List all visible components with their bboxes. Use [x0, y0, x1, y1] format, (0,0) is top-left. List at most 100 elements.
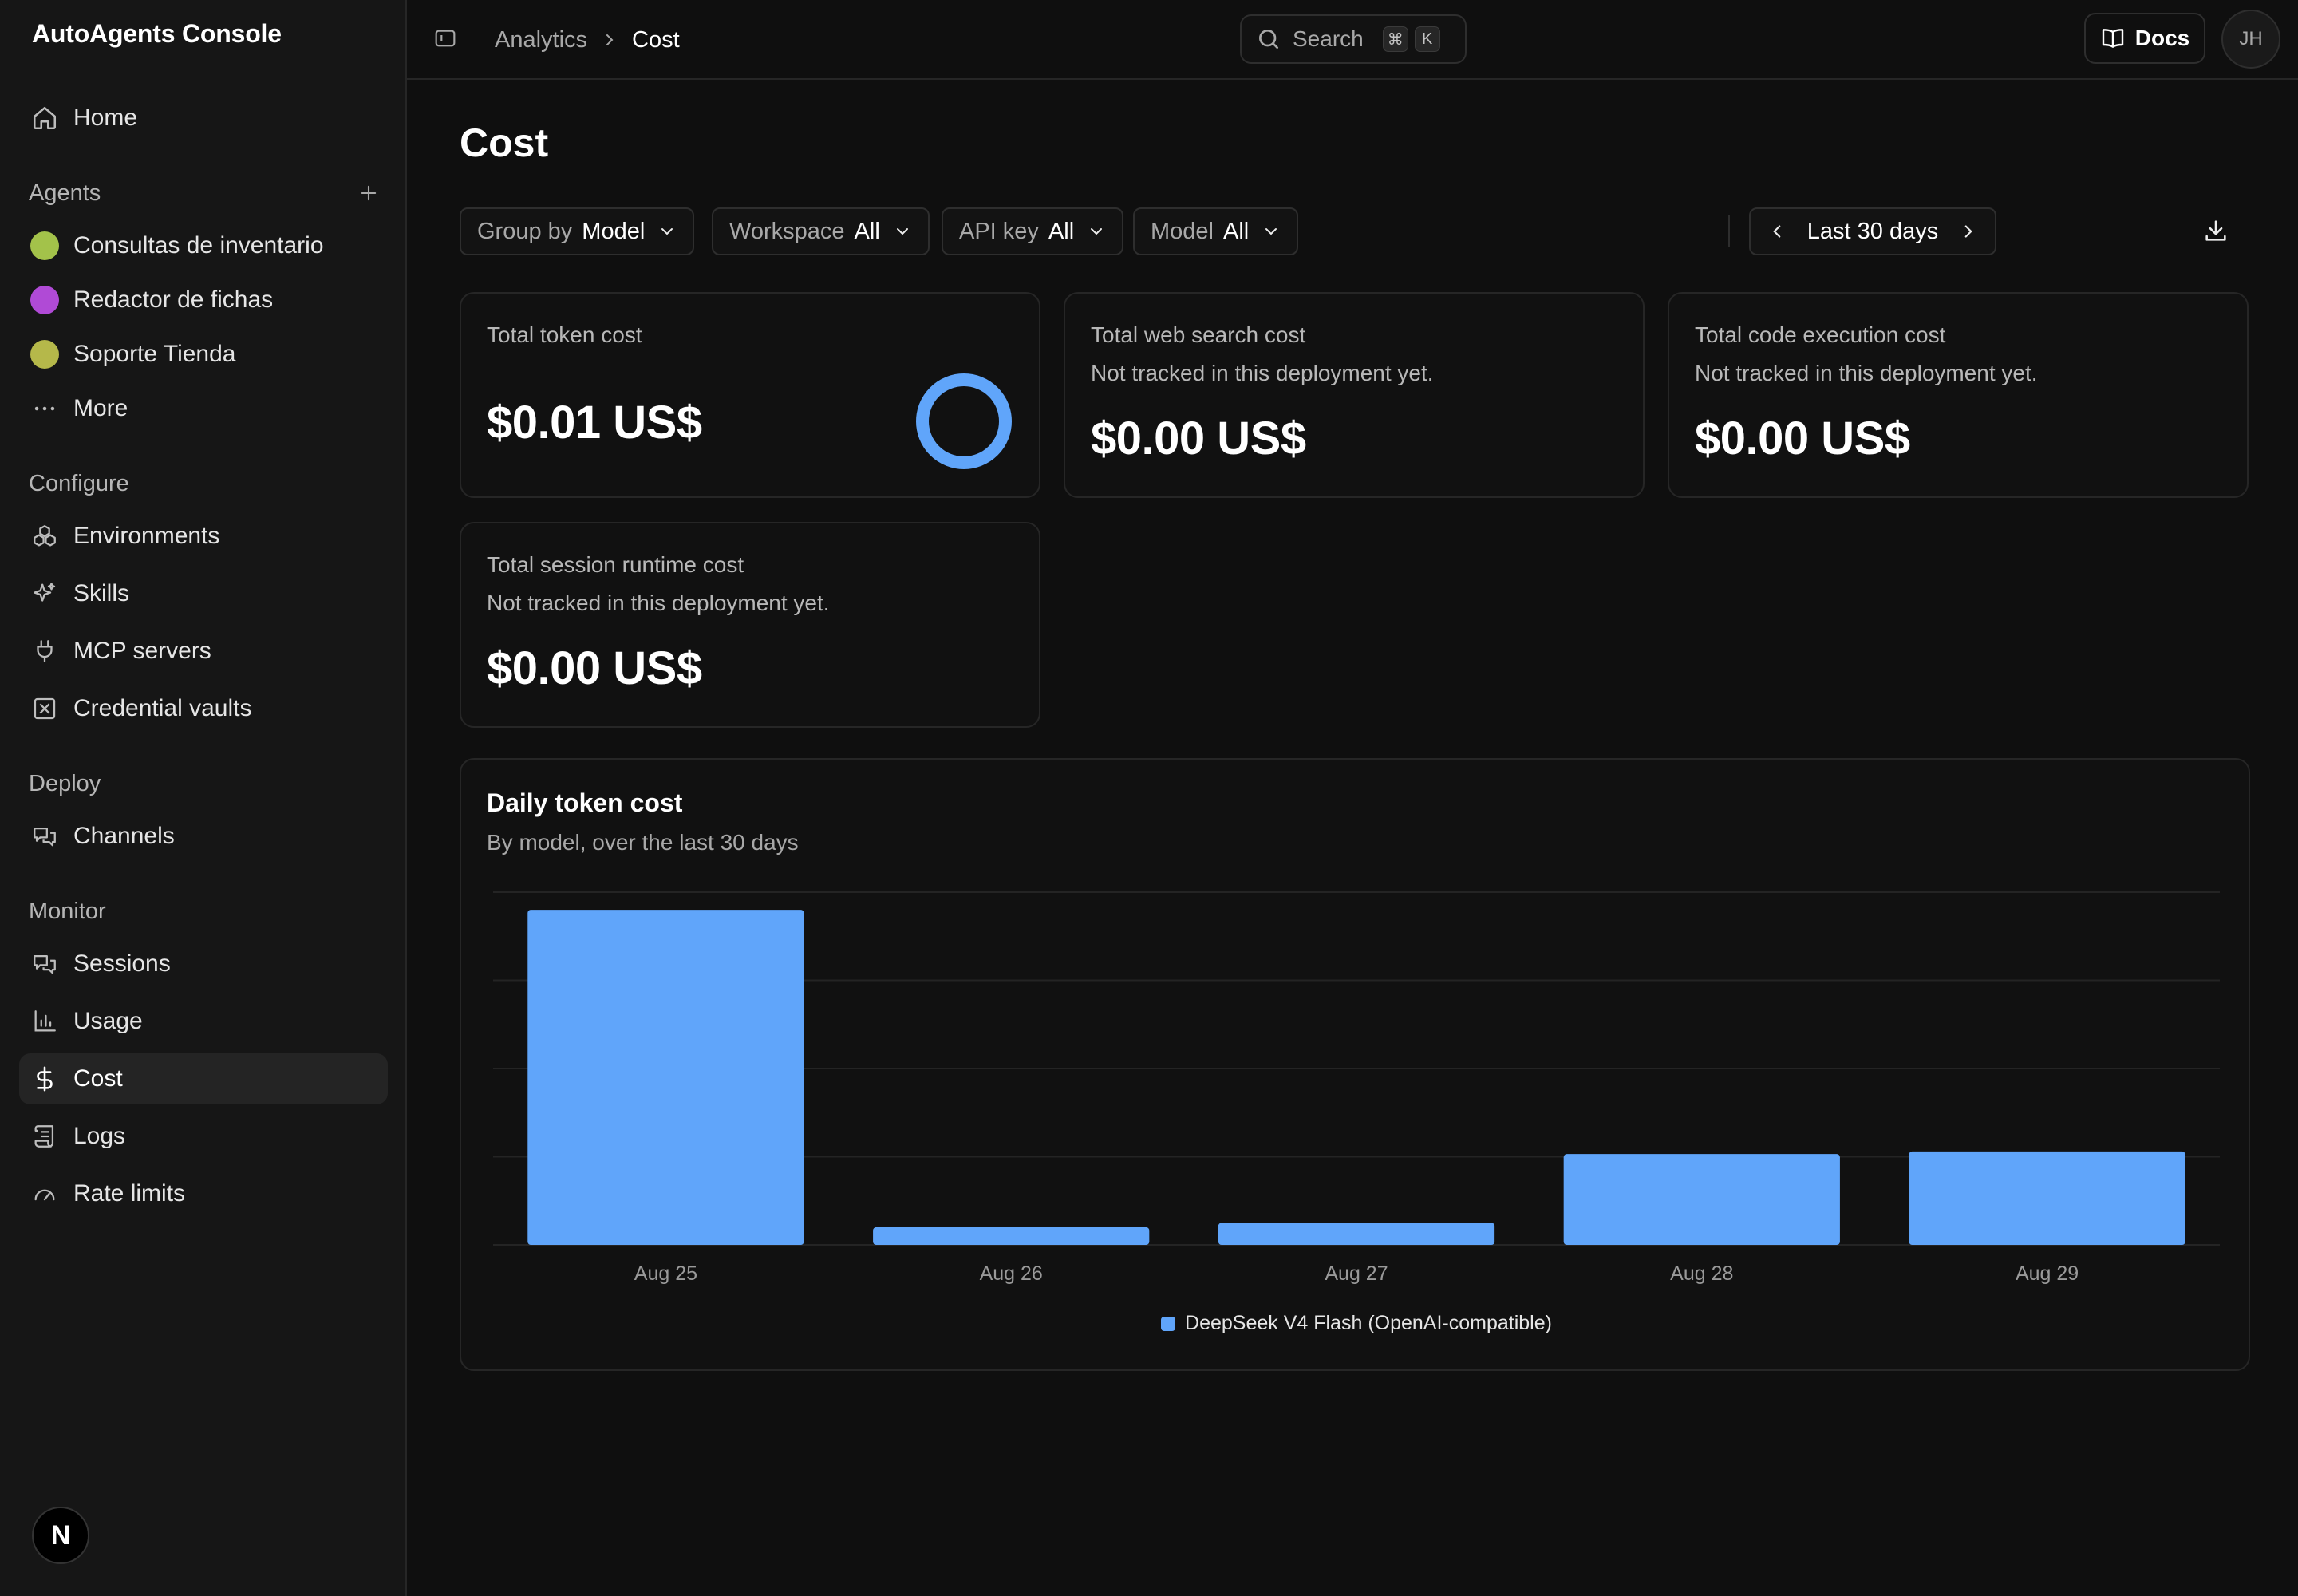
panel-icon	[435, 30, 456, 47]
sidebar-item-label: Soporte Tienda	[73, 341, 236, 367]
home-icon	[30, 104, 59, 132]
filter-api-key[interactable]: API key All	[942, 207, 1124, 255]
export-button[interactable]	[2202, 217, 2231, 246]
sidebar-toggle-button[interactable]	[432, 26, 461, 54]
x-tick-label: Aug 26	[980, 1262, 1043, 1285]
filter-bar: Group by Model Workspace All API key All…	[460, 207, 2271, 255]
filter-workspace[interactable]: Workspace All	[712, 207, 930, 255]
bar[interactable]	[527, 910, 804, 1245]
sidebar-item-environments[interactable]: Environments	[19, 511, 388, 562]
filter-value: All	[1223, 218, 1250, 244]
section-label-agents: Agents	[29, 180, 101, 206]
kbd-key: K	[1414, 26, 1440, 52]
sidebar-item-credential-vaults[interactable]: Credential vaults	[19, 683, 388, 734]
sidebar-item-label: Credential vaults	[73, 695, 252, 721]
user-avatar[interactable]: JH	[2221, 10, 2280, 69]
vault-icon	[30, 694, 59, 723]
stat-card-session-runtime-cost: Total session runtime cost Not tracked i…	[460, 522, 1040, 728]
card-value: $0.01 US$	[487, 397, 702, 448]
bar[interactable]	[873, 1227, 1150, 1245]
card-title: Total code execution cost	[1695, 322, 1946, 347]
card-note: Not tracked in this deployment yet.	[1091, 361, 1434, 385]
date-range-label[interactable]: Last 30 days	[1806, 218, 1939, 244]
filter-label: API key	[959, 218, 1039, 244]
breadcrumb-parent[interactable]: Analytics	[495, 26, 588, 53]
sidebar-item-label: Consultas de inventario	[73, 232, 324, 259]
sidebar-item-channels[interactable]: Channels	[19, 811, 388, 862]
filter-label: Workspace	[729, 218, 845, 244]
x-tick-label: Aug 25	[634, 1262, 697, 1285]
sidebar-item-home[interactable]: Home	[19, 93, 388, 144]
chat-bubbles-icon	[30, 950, 59, 978]
card-value: $0.00 US$	[487, 642, 702, 694]
stat-card-code-execution-cost: Total code execution cost Not tracked in…	[1668, 292, 2249, 498]
gauge-icon	[30, 1179, 59, 1208]
filter-group-by[interactable]: Group by Model	[460, 207, 695, 255]
agent-avatar-dot	[30, 231, 59, 260]
dollar-icon	[30, 1065, 59, 1093]
topbar: Analytics Cost Search ⌘ K Docs JH	[407, 0, 2298, 80]
chart-title: Daily token cost	[487, 788, 683, 817]
legend-label: DeepSeek V4 Flash (OpenAI-compatible)	[1185, 1312, 1552, 1334]
agent-avatar-dot	[30, 340, 59, 369]
more-dots-icon	[30, 394, 59, 423]
section-label-deploy: Deploy	[29, 771, 101, 796]
shortcut-hint: ⌘ K	[1382, 26, 1440, 52]
chart-legend: DeepSeek V4 Flash (OpenAI-compatible)	[461, 1312, 2252, 1335]
card-title: Total web search cost	[1091, 322, 1306, 347]
card-note: Not tracked in this deployment yet.	[487, 591, 830, 615]
dev-tools-badge[interactable]: N	[32, 1507, 89, 1564]
previous-period-button[interactable]	[1765, 219, 1789, 243]
date-range-picker: Last 30 days	[1749, 207, 1996, 255]
sidebar-item-label: Cost	[73, 1065, 123, 1092]
x-tick-label: Aug 29	[2016, 1262, 2079, 1285]
chevron-down-icon	[1265, 228, 1277, 235]
bar[interactable]	[1563, 1154, 1840, 1245]
sidebar-item-sessions[interactable]: Sessions	[19, 938, 388, 990]
sidebar-item-agent[interactable]: Soporte Tienda	[19, 329, 388, 380]
sidebar-item-label: Skills	[73, 580, 130, 606]
section-label-configure: Configure	[29, 471, 129, 496]
chevron-down-icon	[661, 228, 673, 235]
stat-card-web-search-cost: Total web search cost Not tracked in thi…	[1064, 292, 1645, 498]
sidebar-item-agent[interactable]: Consultas de inventario	[19, 220, 388, 271]
card-title: Total session runtime cost	[487, 552, 744, 577]
sidebar-item-label: Redactor de fichas	[73, 286, 274, 313]
filter-value: All	[854, 218, 880, 244]
sidebar-item-logs[interactable]: Logs	[19, 1111, 388, 1162]
bar[interactable]	[1909, 1151, 2185, 1245]
filter-model[interactable]: Model All	[1133, 207, 1299, 255]
plug-icon	[30, 637, 59, 666]
sidebar-item-label: Logs	[73, 1123, 126, 1149]
sidebar-item-usage[interactable]: Usage	[19, 996, 388, 1047]
x-tick-label: Aug 28	[1670, 1262, 1733, 1285]
sidebar-item-label: Sessions	[73, 950, 171, 977]
page-title: Cost	[460, 120, 549, 165]
chevron-down-icon	[1091, 228, 1103, 235]
chart-subtitle: By model, over the last 30 days	[487, 830, 799, 855]
sidebar-item-agent[interactable]: Redactor de fichas	[19, 275, 388, 326]
bar-chart: Aug 25 Aug 26 Aug 27 Aug 28 Aug 29	[493, 891, 2220, 1285]
card-value: $0.00 US$	[1695, 413, 1910, 464]
docs-button[interactable]: Docs	[2084, 13, 2205, 64]
sidebar-item-rate-limits[interactable]: Rate limits	[19, 1168, 388, 1219]
filter-label: Group by	[477, 218, 573, 244]
stat-card-token-cost: Total token cost $0.01 US$	[460, 292, 1040, 498]
chevron-right-icon	[606, 34, 614, 45]
sidebar-item-label: Channels	[73, 823, 175, 849]
main-content: Analytics Cost Search ⌘ K Docs JH Cost	[407, 0, 2298, 1596]
bar[interactable]	[1218, 1223, 1495, 1245]
sidebar-item-more[interactable]: More	[19, 383, 388, 434]
sidebar-item-mcp-servers[interactable]: MCP servers	[19, 626, 388, 677]
donut-ring-icon	[916, 373, 1012, 469]
section-label-monitor: Monitor	[29, 899, 106, 924]
kbd-key: ⌘	[1382, 26, 1408, 52]
chevron-left-icon	[1773, 225, 1781, 238]
add-agent-button[interactable]	[354, 179, 383, 207]
chevron-down-icon	[896, 228, 908, 235]
sidebar-item-skills[interactable]: Skills	[19, 568, 388, 619]
sidebar-item-cost[interactable]: Cost	[19, 1053, 388, 1104]
breadcrumb-current: Cost	[632, 26, 680, 53]
next-period-button[interactable]	[1956, 219, 1980, 243]
search-input[interactable]: Search ⌘ K	[1240, 14, 1467, 64]
